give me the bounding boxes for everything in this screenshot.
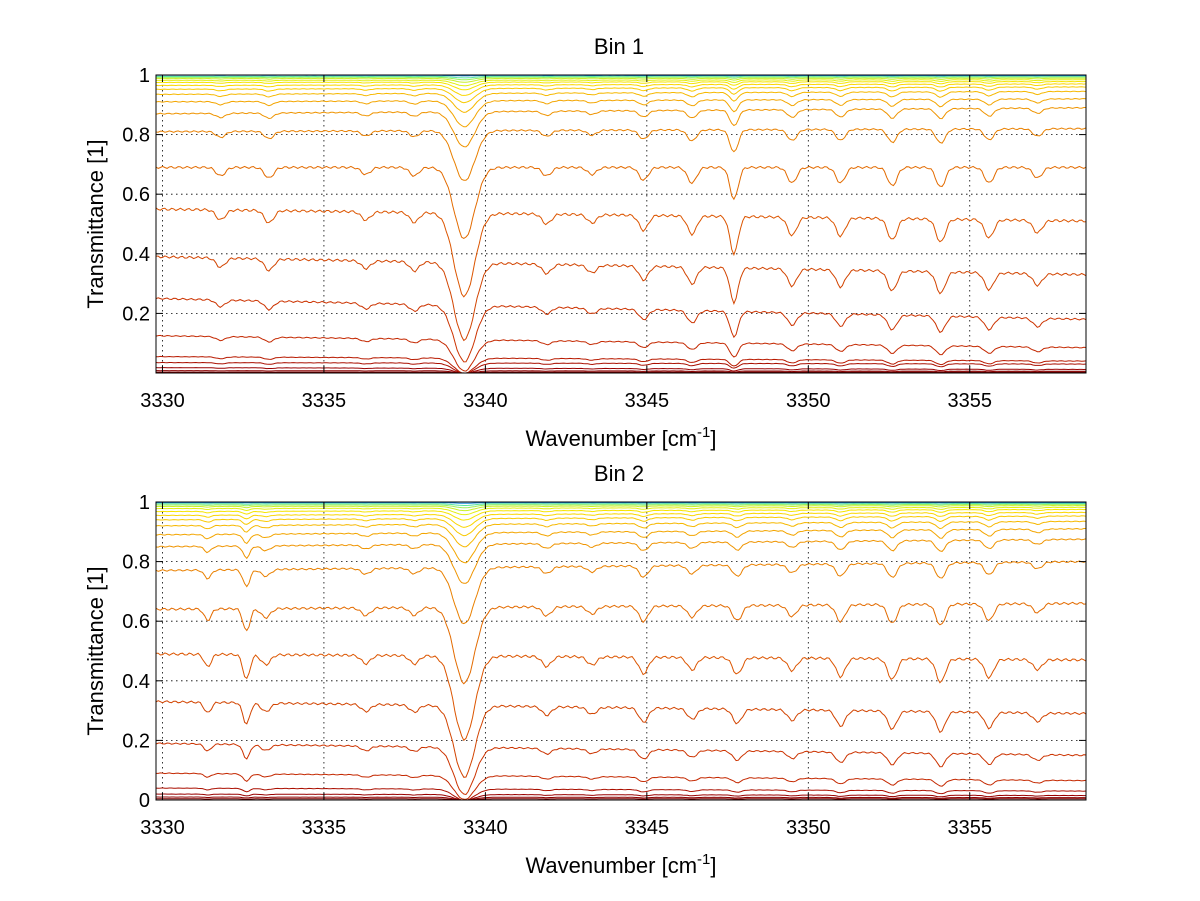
x-tick-label: 3330 (140, 817, 185, 839)
series-line-14 (156, 515, 1086, 537)
x-tick-label: 3355 (948, 817, 993, 839)
x-tick-label: 3330 (140, 390, 185, 412)
series-line-21 (156, 502, 1086, 504)
y-tick-label: 1 (139, 65, 150, 87)
series-line-6 (156, 742, 1086, 796)
series-line-17 (156, 506, 1086, 516)
chart-panel-1: 3330 3335 3340 3345 3350 3355 0.2 0.4 0.6 0.8 1 Bin… (83, 34, 1087, 451)
series-line-18 (156, 79, 1086, 87)
series-line-11 (156, 127, 1086, 181)
plot-area (156, 75, 1086, 373)
series-line-10 (156, 165, 1086, 239)
series-line-3 (156, 793, 1086, 800)
series-line-3 (156, 367, 1086, 373)
series-group (156, 75, 1086, 373)
y-tick-label: 1 (139, 492, 150, 514)
series-line-7 (156, 297, 1086, 363)
series-line-9 (156, 601, 1086, 685)
series-line-4 (156, 787, 1086, 800)
series-line-12 (156, 527, 1086, 564)
series-line-5 (156, 355, 1086, 373)
series-line-17 (156, 80, 1086, 91)
series-line-21 (156, 75, 1086, 79)
series-line-20 (156, 502, 1086, 506)
series-line-12 (156, 106, 1086, 148)
y-tick-label: 0.2 (122, 730, 150, 752)
series-line-11 (156, 538, 1086, 584)
y-tick-label: 0.8 (122, 552, 150, 574)
series-line-9 (156, 207, 1086, 298)
series-line-2 (156, 796, 1086, 800)
series-line-10 (156, 560, 1086, 625)
axes-frame (155, 501, 1087, 801)
x-tick-label: 3355 (948, 390, 993, 412)
x-tick-label: 3345 (625, 817, 670, 839)
axes-frame (155, 74, 1087, 374)
y-tick-label: 0.4 (122, 671, 150, 693)
y-tick-label: 0 (139, 790, 150, 812)
series-line-1 (156, 371, 1086, 373)
x-tick-label: 3345 (625, 390, 670, 412)
x-tick-label: 3340 (463, 390, 508, 412)
series-line-1 (156, 798, 1086, 800)
x-tick-label: 3340 (463, 817, 508, 839)
y-tick-label: 0.2 (122, 303, 150, 325)
series-line-8 (156, 255, 1086, 342)
y-tick-label: 0.6 (122, 611, 150, 633)
series-line-5 (156, 772, 1086, 800)
y-axis-label: Transmittance [1] (83, 566, 108, 735)
x-tick-label: 3335 (302, 390, 347, 412)
series-line-7 (156, 700, 1086, 778)
series-line-15 (156, 86, 1086, 104)
y-tick-label: 0.8 (122, 125, 150, 147)
x-tick-label: 3335 (302, 817, 347, 839)
x-tick-label: 3350 (786, 390, 831, 412)
series-line-14 (156, 90, 1086, 113)
series-line-16 (156, 508, 1086, 521)
plot-area (156, 502, 1086, 800)
series-line-20 (156, 76, 1086, 81)
y-tick-label: 0.4 (122, 244, 150, 266)
y-axis-label: Transmittance [1] (83, 139, 108, 308)
series-line-15 (156, 511, 1086, 528)
series-line-19 (156, 503, 1086, 509)
chart-title: Bin 1 (594, 34, 644, 59)
x-tick-label: 3350 (786, 817, 831, 839)
x-axis-label: Wavenumber [cm-1] (525, 424, 716, 451)
series-line-2 (156, 370, 1086, 373)
series-line-19 (156, 77, 1086, 83)
series-line-18 (156, 504, 1086, 512)
series-line-6 (156, 334, 1086, 372)
chart-title: Bin 2 (594, 461, 644, 486)
x-axis-label: Wavenumber [cm-1] (525, 851, 716, 878)
series-line-13 (156, 97, 1086, 128)
y-tick-label: 0.6 (122, 184, 150, 206)
series-line-13 (156, 520, 1086, 548)
series-line-8 (156, 652, 1086, 742)
series-line-16 (156, 83, 1086, 96)
chart-panel-2: 3330 3335 3340 3345 3350 3355 0 0.2 0.4 0.6 0.8 1 Bi… (83, 461, 1087, 878)
series-group (156, 502, 1086, 800)
series-line-4 (156, 361, 1086, 373)
